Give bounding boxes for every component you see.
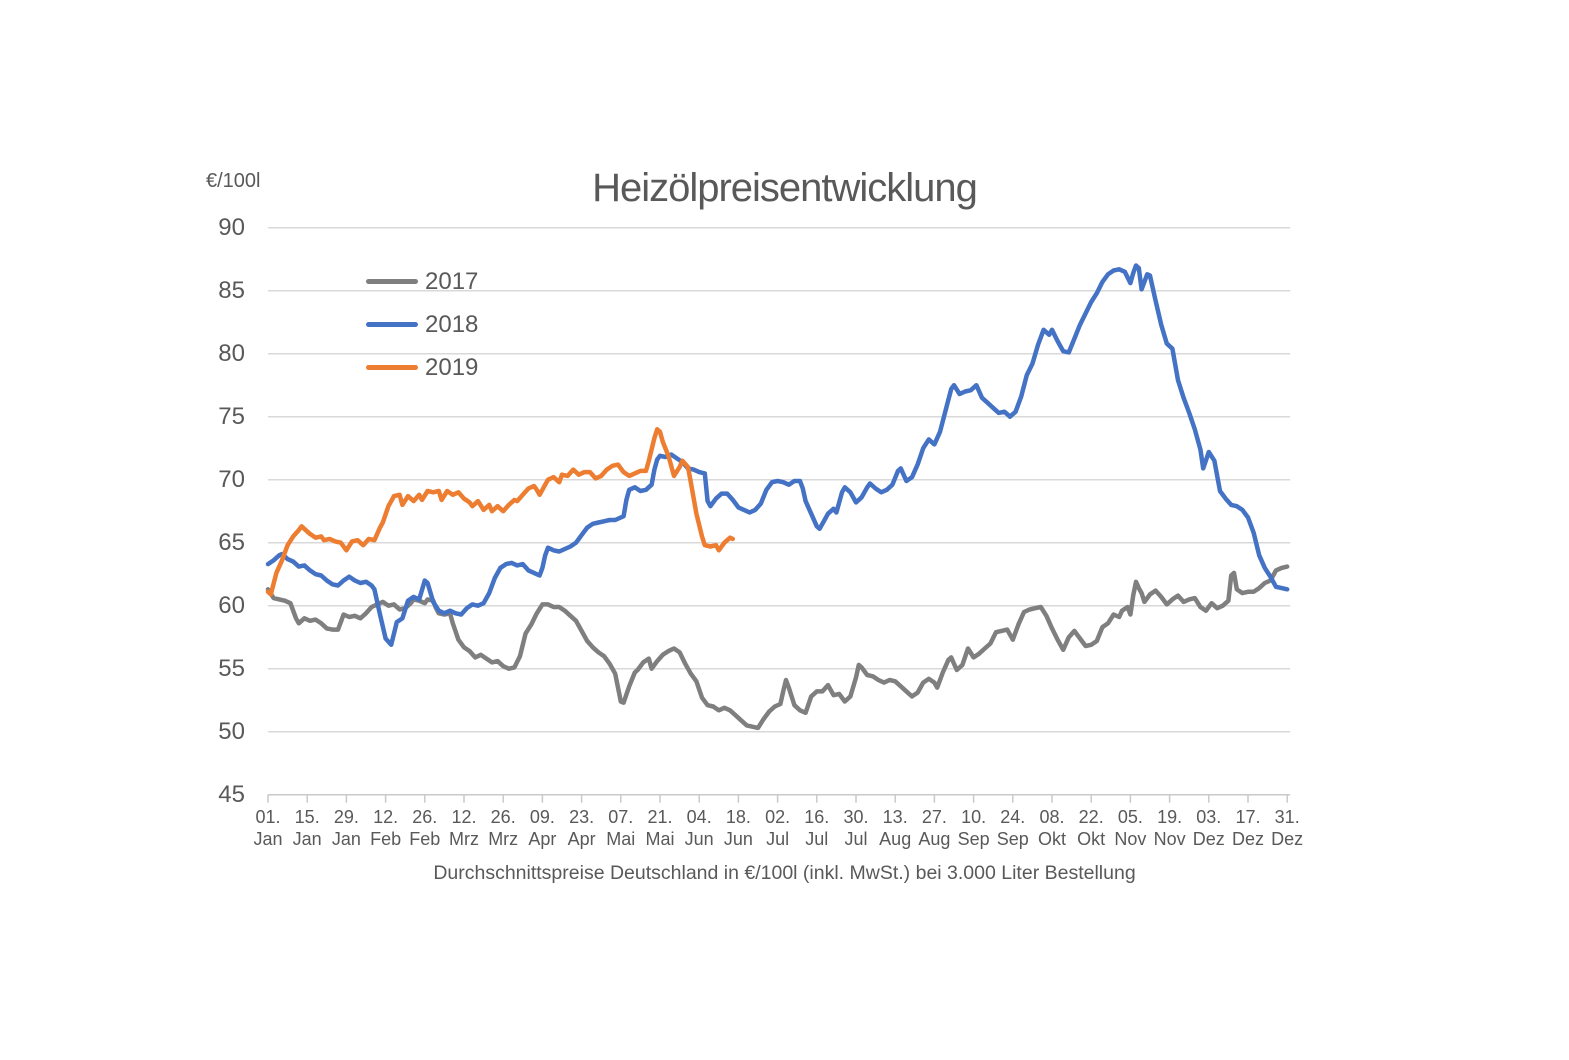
y-axis-label: 90 <box>218 213 245 241</box>
x-axis-label: 12. Feb <box>370 807 402 849</box>
legend-label: 2019 <box>425 353 479 381</box>
y-axis-label: 45 <box>218 780 245 808</box>
x-axis-label: 13. Aug <box>879 807 912 849</box>
y-axis-label: 50 <box>218 717 245 745</box>
x-axis-label: 16. Jul <box>804 807 830 849</box>
x-axis-label: 26. Mrz <box>488 807 519 849</box>
legend-label: 2018 <box>425 310 479 338</box>
x-axis-label: 15. Jan <box>292 807 322 849</box>
x-axis-label: 30. Jul <box>843 807 869 849</box>
x-axis-label: 03. Dez <box>1192 807 1225 849</box>
y-axis-label: 60 <box>218 591 245 619</box>
x-axis-label: 10. Sep <box>957 807 990 849</box>
x-axis-label: 12. Mrz <box>449 807 479 849</box>
legend-label: 2017 <box>425 267 479 295</box>
x-axis-label: 07. Mai <box>606 807 636 849</box>
x-axis-label: 27. Aug <box>918 807 951 849</box>
x-axis-label: 22. Okt <box>1077 807 1106 849</box>
legend: 2017 2018 2019 <box>366 260 478 389</box>
x-axis-label: 21. Mai <box>645 807 675 849</box>
y-axis-label: 75 <box>218 402 245 430</box>
legend-item-2017: 2017 <box>366 260 478 303</box>
chart-subtitle: Durchschnittspreise Deutschland in €/100… <box>433 862 1136 884</box>
x-axis-label: 01. Jan <box>253 807 283 849</box>
x-axis-label: 17. Dez <box>1231 807 1264 849</box>
legend-line-swatch-gray <box>366 279 418 284</box>
x-axis-label: 26. Feb <box>409 807 441 849</box>
x-axis-label: 05. Nov <box>1114 807 1147 849</box>
x-axis-label: 09. Apr <box>528 807 557 849</box>
legend-line-swatch-orange <box>366 365 418 370</box>
y-axis-label: 80 <box>218 339 245 367</box>
x-axis-label: 24. Sep <box>996 807 1029 849</box>
y-axis-label: 65 <box>218 528 245 556</box>
legend-item-2018: 2018 <box>366 303 478 346</box>
x-axis-label: 18. Jun <box>723 807 753 849</box>
x-axis-label: 31. Dez <box>1271 807 1304 849</box>
x-axis-label: 02. Jul <box>765 807 791 849</box>
y-axis-label: 85 <box>218 276 245 304</box>
y-axis-label: 55 <box>218 654 245 682</box>
legend-line-swatch-blue <box>366 322 418 327</box>
legend-item-2019: 2019 <box>366 346 478 389</box>
y-axis-unit-label: €/100l <box>206 170 261 192</box>
x-axis-label: 08. Okt <box>1037 807 1066 849</box>
x-axis-label: 23. Apr <box>567 807 596 849</box>
x-axis-label: 04. Jun <box>684 807 714 849</box>
x-axis-label: 19. Nov <box>1153 807 1186 849</box>
y-axis-label: 70 <box>218 465 245 493</box>
chart-title: Heizölpreisentwicklung <box>592 166 978 210</box>
x-axis-label: 29. Jan <box>331 807 361 849</box>
